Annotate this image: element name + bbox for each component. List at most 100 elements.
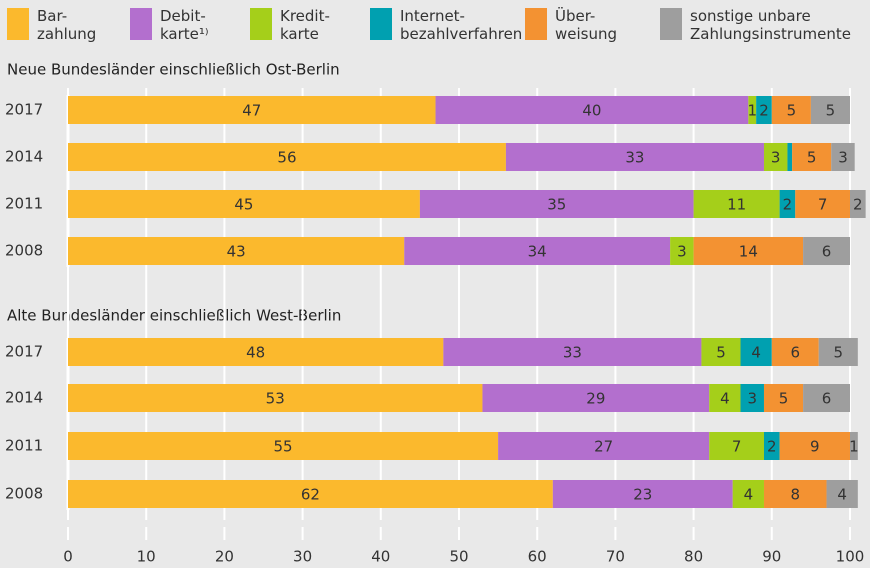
legend-swatch xyxy=(7,8,29,40)
y-tick-label: 2014 xyxy=(5,148,43,166)
bar-segment xyxy=(443,338,702,366)
data-label: 2 xyxy=(853,196,863,214)
bar-segment xyxy=(701,338,741,366)
bar-segment xyxy=(732,480,764,508)
data-label: 4 xyxy=(837,486,847,504)
data-label: 29 xyxy=(586,390,605,408)
bar-segment xyxy=(771,96,811,124)
data-label: 48 xyxy=(246,344,265,362)
bar-segment xyxy=(803,384,850,412)
bar-segment xyxy=(779,190,796,218)
data-label: 23 xyxy=(633,486,652,504)
data-label: 3 xyxy=(771,149,781,167)
bar-segment xyxy=(763,143,788,171)
data-label: 7 xyxy=(732,438,742,456)
data-label: 8 xyxy=(790,486,800,504)
panel-title: Neue Bundesländer einschließlich Ost-Ber… xyxy=(7,61,340,79)
y-tick-label: 2011 xyxy=(5,195,43,213)
y-tick-label: 2014 xyxy=(5,389,43,407)
data-label: 56 xyxy=(277,149,296,167)
data-label: 7 xyxy=(818,196,828,214)
legend-label: Debit-karte¹⁾ xyxy=(160,7,209,43)
bar-segment xyxy=(763,480,827,508)
bar-segment xyxy=(792,143,832,171)
bar-segment xyxy=(709,432,764,460)
legend-label: Bar-zahlung xyxy=(37,7,96,43)
bar-segment xyxy=(826,480,858,508)
data-label: 2 xyxy=(783,196,793,214)
bar-segment xyxy=(482,384,710,412)
bar-segment xyxy=(505,143,764,171)
bar-segment xyxy=(68,96,436,124)
data-label: 4 xyxy=(751,344,761,362)
x-tick-label: 40 xyxy=(371,548,390,566)
bar-segment xyxy=(771,338,819,366)
bar-segment xyxy=(756,96,772,124)
bar-segment xyxy=(68,237,405,265)
data-label: 9 xyxy=(810,438,820,456)
bar-segment xyxy=(787,143,793,171)
bar-segment xyxy=(68,190,420,218)
data-label: 14 xyxy=(739,243,758,261)
bar-segment xyxy=(552,480,733,508)
data-label: 45 xyxy=(234,196,253,214)
legend-label: Internet-bezahlverfahren xyxy=(400,7,522,43)
data-label: 40 xyxy=(582,102,601,120)
bar-segment xyxy=(831,143,855,171)
data-label: 3 xyxy=(677,243,687,261)
bar-segment xyxy=(693,190,780,218)
x-tick-label: 90 xyxy=(762,548,781,566)
data-label: 4 xyxy=(744,486,754,504)
data-label: 33 xyxy=(625,149,644,167)
legend-label: Kredit-karte xyxy=(280,7,330,43)
y-tick-label: 2008 xyxy=(5,485,43,503)
legend-swatch xyxy=(250,8,272,40)
data-label: 1 xyxy=(747,102,757,120)
data-label: 5 xyxy=(787,102,797,120)
data-label: 6 xyxy=(822,390,832,408)
panel-title: Alte Bundesländer einschließlich West-Be… xyxy=(7,307,341,325)
bar-segment xyxy=(709,384,741,412)
data-label: 11 xyxy=(727,196,746,214)
bar-segment xyxy=(748,96,757,124)
legend-swatch xyxy=(660,8,682,40)
data-label: 33 xyxy=(563,344,582,362)
legend-label: sonstige unbare Zahlungsinstrumente xyxy=(690,7,851,43)
bar-segment xyxy=(850,432,858,460)
data-label: 5 xyxy=(807,149,817,167)
bar-segment xyxy=(779,432,850,460)
x-tick-label: 0 xyxy=(63,548,73,566)
x-tick-label: 10 xyxy=(137,548,156,566)
bar-segment xyxy=(68,384,483,412)
bar-segment xyxy=(763,432,780,460)
data-label: 3 xyxy=(747,390,757,408)
bar-segment xyxy=(404,237,671,265)
data-label: 5 xyxy=(716,344,726,362)
bar-segment xyxy=(810,96,850,124)
data-label: 1 xyxy=(849,438,859,456)
x-tick-label: 50 xyxy=(449,548,468,566)
data-label: 53 xyxy=(266,390,285,408)
data-label: 6 xyxy=(790,344,800,362)
x-tick-label: 20 xyxy=(215,548,234,566)
bar-segment xyxy=(419,190,694,218)
bar-segment xyxy=(498,432,710,460)
data-label: 2 xyxy=(767,438,777,456)
bar-segment xyxy=(740,384,764,412)
legend-swatch xyxy=(525,8,547,40)
data-label: 5 xyxy=(826,102,836,120)
y-tick-label: 2011 xyxy=(5,437,43,455)
data-label: 35 xyxy=(547,196,566,214)
data-label: 34 xyxy=(528,243,547,261)
bar-segment xyxy=(68,432,499,460)
data-label: 2 xyxy=(759,102,769,120)
bar-segment xyxy=(693,237,804,265)
data-label: 5 xyxy=(779,390,789,408)
data-label: 62 xyxy=(301,486,320,504)
bar-segment xyxy=(850,190,866,218)
data-label: 43 xyxy=(227,243,246,261)
x-tick-label: 60 xyxy=(528,548,547,566)
data-label: 5 xyxy=(833,344,843,362)
